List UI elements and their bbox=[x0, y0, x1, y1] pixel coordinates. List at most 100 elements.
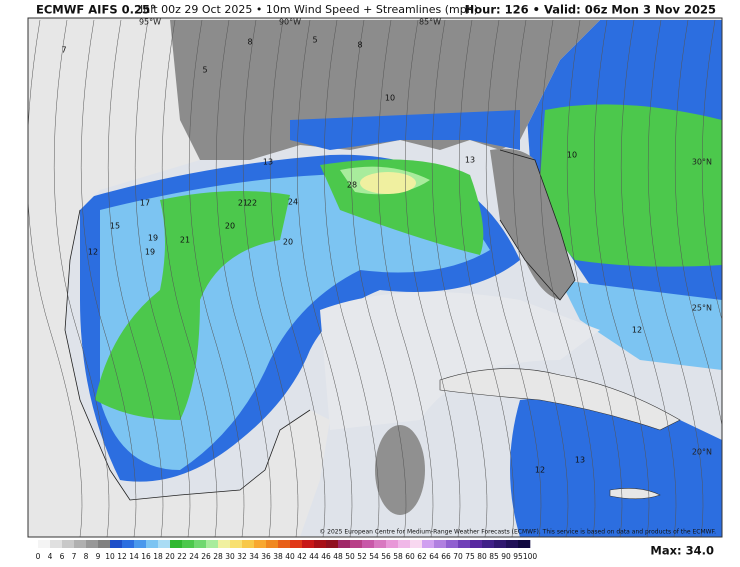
wind-label: 5 bbox=[202, 66, 207, 75]
streamline bbox=[323, 19, 380, 537]
streamline bbox=[350, 19, 407, 537]
streamline bbox=[269, 19, 326, 537]
colorbar-swatch bbox=[98, 540, 111, 548]
wind-label: 22 bbox=[247, 199, 257, 208]
colorbar-swatch bbox=[146, 540, 159, 548]
colorbar-swatch bbox=[290, 540, 303, 548]
cuba bbox=[439, 368, 681, 431]
streamline bbox=[107, 19, 164, 537]
gulf-south-calm bbox=[320, 292, 600, 430]
colorbar-label: 28 bbox=[213, 552, 223, 561]
colorbar-label: 56 bbox=[381, 552, 391, 561]
colorbar-label: 9 bbox=[96, 552, 101, 561]
colorbar-label: 22 bbox=[177, 552, 187, 561]
colorbar-label: 58 bbox=[393, 552, 403, 561]
geo-label: 20°N bbox=[692, 448, 712, 457]
colorbar-label: 90 bbox=[501, 552, 511, 561]
colorbar-swatch bbox=[434, 540, 447, 548]
wind-label: 24 bbox=[288, 198, 298, 207]
wind-label: 10 bbox=[385, 94, 395, 103]
colorbar-swatch bbox=[38, 540, 51, 548]
copyright: © 2025 European Centre for Medium-Range … bbox=[319, 529, 716, 536]
wind-label: 20 bbox=[283, 238, 293, 247]
wind-label: 10 bbox=[567, 151, 577, 160]
colorbar-swatch bbox=[110, 540, 123, 548]
florida bbox=[490, 148, 575, 300]
streamline bbox=[458, 19, 515, 537]
colorbar-label: 0 bbox=[36, 552, 41, 561]
wind-label: 13 bbox=[575, 456, 585, 465]
colorbar-swatch bbox=[446, 540, 459, 548]
colorbar-swatch bbox=[86, 540, 99, 548]
wind-label: 7 bbox=[61, 46, 66, 55]
jamaica bbox=[609, 488, 661, 500]
wind-label: 20 bbox=[225, 222, 235, 231]
wind-label: 8 bbox=[247, 38, 252, 47]
colorbar-swatch bbox=[482, 540, 495, 548]
colorbar-swatch bbox=[62, 540, 75, 548]
valid-time: Hour: 126 • Valid: 06z Mon 3 Nov 2025 bbox=[465, 3, 716, 17]
streamline bbox=[53, 19, 110, 537]
colorbar-label: 66 bbox=[441, 552, 451, 561]
colorbar-swatch bbox=[422, 540, 435, 548]
wind-label: 28 bbox=[347, 181, 357, 190]
colorbar-label: 40 bbox=[285, 552, 295, 561]
wind-label: 12 bbox=[88, 248, 98, 257]
geo-label: 30°N bbox=[692, 158, 712, 167]
colorbar-swatch bbox=[50, 540, 63, 548]
colorbar-swatch bbox=[230, 540, 243, 548]
colorbar-label: 70 bbox=[453, 552, 463, 561]
colorbar-label: 7 bbox=[72, 552, 77, 561]
streamline bbox=[485, 19, 542, 537]
wind-label: 13 bbox=[465, 156, 475, 165]
streamline bbox=[28, 19, 83, 537]
colorbar-swatch bbox=[362, 540, 375, 548]
streamline bbox=[161, 19, 218, 537]
colorbar-label: 46 bbox=[321, 552, 331, 561]
colorbar-swatch bbox=[206, 540, 219, 548]
wind-label: 15 bbox=[110, 222, 120, 231]
colorbar-label: 4 bbox=[48, 552, 53, 561]
colorbar-label: 64 bbox=[429, 552, 439, 561]
colorbar-swatch bbox=[182, 540, 195, 548]
colorbar-label: 44 bbox=[309, 552, 319, 561]
wind-label: 19 bbox=[148, 234, 158, 243]
colorbar-swatch bbox=[458, 540, 471, 548]
colorbar-swatch bbox=[494, 540, 507, 548]
colorbar-label: 42 bbox=[297, 552, 307, 561]
colorbar-label: 48 bbox=[333, 552, 343, 561]
streamline bbox=[431, 19, 488, 537]
colorbar-label: 30 bbox=[225, 552, 235, 561]
streamline bbox=[566, 19, 623, 537]
wind-label: 21 bbox=[238, 199, 248, 208]
colorbar-label: 16 bbox=[141, 552, 151, 561]
streamline bbox=[404, 19, 461, 537]
colorbar-swatch bbox=[74, 540, 87, 548]
colorbar: 0 4 6 7 8 9 10 12 14 16 18 20 22 24 26 28 30 32 34 36 38 40 42… bbox=[36, 540, 537, 561]
colorbar-swatch bbox=[122, 540, 135, 548]
streamline bbox=[134, 19, 191, 537]
colorbar-swatch bbox=[506, 540, 519, 548]
geo-label: 85°W bbox=[419, 18, 441, 27]
geo-label: 90°W bbox=[279, 18, 301, 27]
streamline bbox=[674, 19, 722, 428]
colorbar-swatch bbox=[374, 540, 387, 548]
colorbar-label: 85 bbox=[489, 552, 499, 561]
caribbean-calm bbox=[375, 425, 425, 515]
streamline bbox=[377, 19, 434, 537]
streamline bbox=[242, 19, 299, 537]
max-wind-area bbox=[360, 172, 416, 194]
streamline bbox=[188, 19, 245, 537]
colorbar-swatch bbox=[518, 540, 531, 548]
coastline bbox=[64, 149, 576, 501]
colorbar-label: 26 bbox=[201, 552, 211, 561]
colorbar-label: 60 bbox=[405, 552, 415, 561]
colorbar-swatch bbox=[194, 540, 207, 548]
description: Init 00z 29 Oct 2025 • 10m Wind Speed + … bbox=[140, 3, 478, 16]
streamline bbox=[80, 19, 137, 537]
colorbar-swatch bbox=[266, 540, 279, 548]
colorbar-swatch bbox=[218, 540, 231, 548]
inland-blue bbox=[290, 110, 520, 150]
wind-label: 12 bbox=[535, 466, 545, 475]
